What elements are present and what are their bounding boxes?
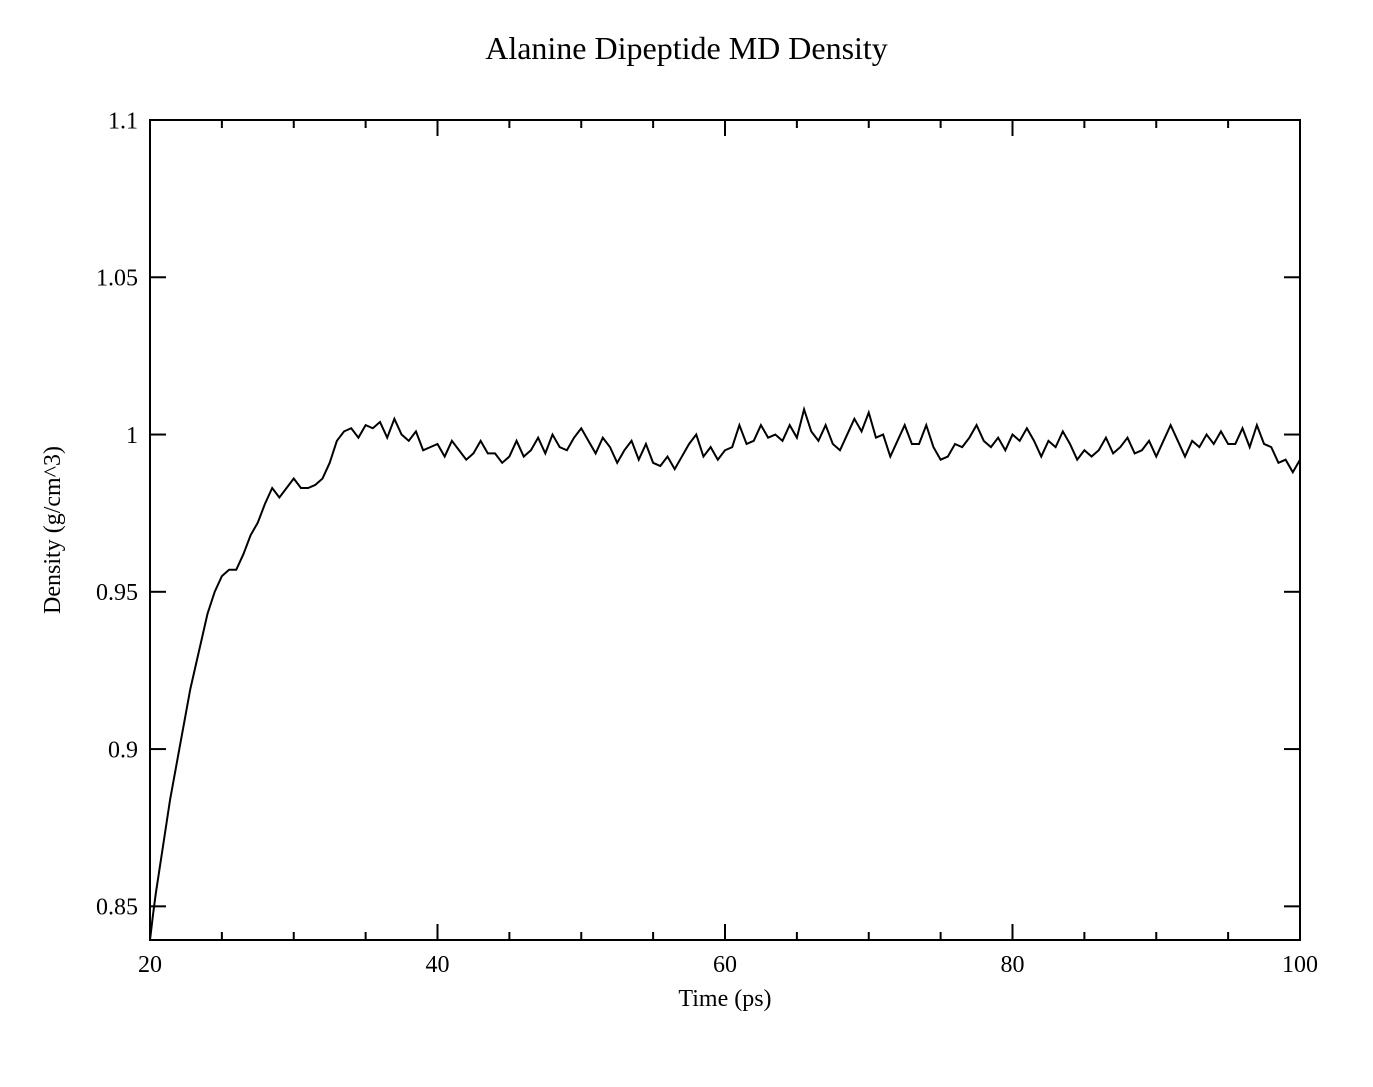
x-axis-label: Time (ps)	[678, 986, 771, 1012]
y-axis-label: Density (g/cm^3)	[40, 446, 66, 614]
x-tick-label: 20	[138, 952, 162, 978]
x-tick-label: 40	[426, 952, 450, 978]
density-series	[150, 409, 1300, 940]
y-tick-label: 1.05	[96, 266, 138, 292]
y-tick-label: 1	[126, 423, 138, 449]
y-tick-label: 0.95	[96, 580, 138, 606]
line-chart: 20 40 60 80 100 0.85 0.9 0.95 1 1.05 1.1 Time (ps) D…	[0, 0, 1373, 1087]
x-tick-label: 80	[1001, 952, 1025, 978]
chart-title: Alanine Dipeptide MD Density	[0, 30, 1373, 67]
chart-container: { "chart": { "type": "line", "title": "A…	[0, 0, 1373, 1087]
y-tick-label: 1.1	[108, 108, 138, 134]
y-tick-label: 0.85	[96, 895, 138, 921]
plot-border	[150, 120, 1300, 940]
x-tick-label: 100	[1282, 952, 1318, 978]
y-tick-label: 0.9	[108, 737, 138, 763]
x-tick-label: 60	[713, 952, 737, 978]
